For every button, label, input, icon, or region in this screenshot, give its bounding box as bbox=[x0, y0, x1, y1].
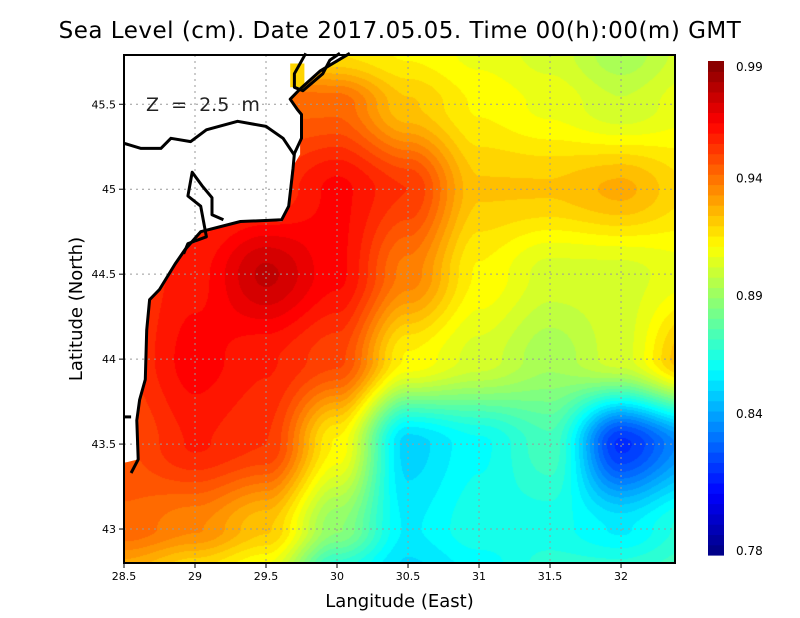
colorbar-tick-label: 0.94 bbox=[736, 172, 763, 186]
y-tick-label: 45.5 bbox=[92, 98, 117, 111]
colorbar-step bbox=[708, 277, 724, 289]
x-tick-label: 30 bbox=[330, 570, 344, 583]
colorbar-step bbox=[708, 318, 724, 330]
colorbar-step bbox=[708, 246, 724, 258]
colorbar-step bbox=[708, 452, 724, 463]
colorbar-step bbox=[708, 462, 724, 474]
colorbar-step bbox=[708, 534, 724, 546]
x-tick-label: 32 bbox=[614, 570, 628, 583]
x-tick-label: 29 bbox=[188, 570, 202, 583]
colorbar-step bbox=[708, 359, 724, 371]
colorbar-step bbox=[708, 431, 724, 443]
y-axis-label: Latitude (North) bbox=[66, 237, 87, 381]
x-tick-label: 31.5 bbox=[538, 570, 563, 583]
y-tick-label: 45 bbox=[102, 183, 116, 196]
colorbar-step bbox=[708, 71, 724, 83]
colorbar-step bbox=[708, 61, 724, 72]
x-tick-label: 29.5 bbox=[254, 570, 279, 583]
colorbar-step bbox=[708, 472, 724, 484]
coastline bbox=[129, 52, 351, 474]
y-tick-label: 44.5 bbox=[92, 268, 117, 281]
colorbar-step bbox=[708, 544, 724, 556]
colorbar-step bbox=[708, 215, 724, 227]
colorbar-tick-label: 0.99 bbox=[736, 60, 763, 74]
colorbar-step bbox=[708, 133, 724, 144]
colorbar-step bbox=[708, 266, 724, 278]
colorbar-step bbox=[708, 225, 724, 237]
x-tick-label: 31 bbox=[472, 570, 486, 583]
chart-title: Sea Level (cm). Date 2017.05.05. Time 00… bbox=[58, 18, 742, 44]
colorbar-step bbox=[708, 369, 724, 381]
colorbar-tick-label: 0.84 bbox=[736, 407, 763, 421]
y-tick-label: 43 bbox=[102, 523, 116, 536]
colorbar-step bbox=[708, 493, 724, 505]
colorbar-step bbox=[708, 153, 724, 165]
colorbar-step bbox=[708, 112, 724, 124]
colorbar-step bbox=[708, 91, 724, 103]
colorbar-step bbox=[708, 482, 724, 494]
colorbar-step bbox=[708, 421, 724, 433]
colorbar-step bbox=[708, 235, 724, 247]
colorbar-step bbox=[708, 287, 724, 299]
colorbar-step bbox=[708, 390, 724, 402]
colorbar-step bbox=[708, 256, 724, 268]
colorbar-step bbox=[708, 410, 724, 422]
colorbar-step bbox=[708, 524, 724, 536]
colorbar-step bbox=[708, 81, 724, 93]
colorbar-step bbox=[708, 163, 724, 175]
colorbar-step bbox=[708, 380, 724, 391]
colorbar-step bbox=[708, 122, 724, 134]
coastline bbox=[182, 170, 225, 255]
colorbar-step bbox=[708, 349, 724, 361]
colorbar-step bbox=[708, 184, 724, 196]
colorbar-step bbox=[708, 503, 724, 515]
colorbar-step bbox=[708, 102, 724, 114]
x-tick-label: 28.5 bbox=[112, 570, 137, 583]
colorbar-step bbox=[708, 400, 724, 412]
colorbar-step bbox=[708, 338, 724, 350]
colorbar-step bbox=[708, 205, 724, 216]
colorbar-step bbox=[708, 441, 724, 453]
colorbar-step bbox=[708, 308, 724, 319]
colorbar-step bbox=[708, 194, 724, 206]
coastline bbox=[123, 119, 296, 157]
colorbar-step bbox=[708, 328, 724, 340]
depth-annotation: Z = 2.5 m bbox=[146, 94, 260, 116]
coastline bbox=[292, 52, 341, 93]
colorbar-tick-label: 0.89 bbox=[736, 289, 763, 303]
colorbar-step bbox=[708, 143, 724, 155]
colorbar-step bbox=[708, 297, 724, 309]
y-tick-label: 44 bbox=[102, 353, 116, 366]
colorbar-step bbox=[708, 174, 724, 186]
colorbar-tick-label: 0.78 bbox=[736, 544, 763, 558]
colorbar-step bbox=[708, 513, 724, 525]
y-tick-label: 43.5 bbox=[92, 438, 117, 451]
x-axis-label: Langitude (East) bbox=[325, 591, 473, 612]
plot-frame bbox=[123, 54, 676, 564]
x-tick-label: 30.5 bbox=[396, 570, 421, 583]
